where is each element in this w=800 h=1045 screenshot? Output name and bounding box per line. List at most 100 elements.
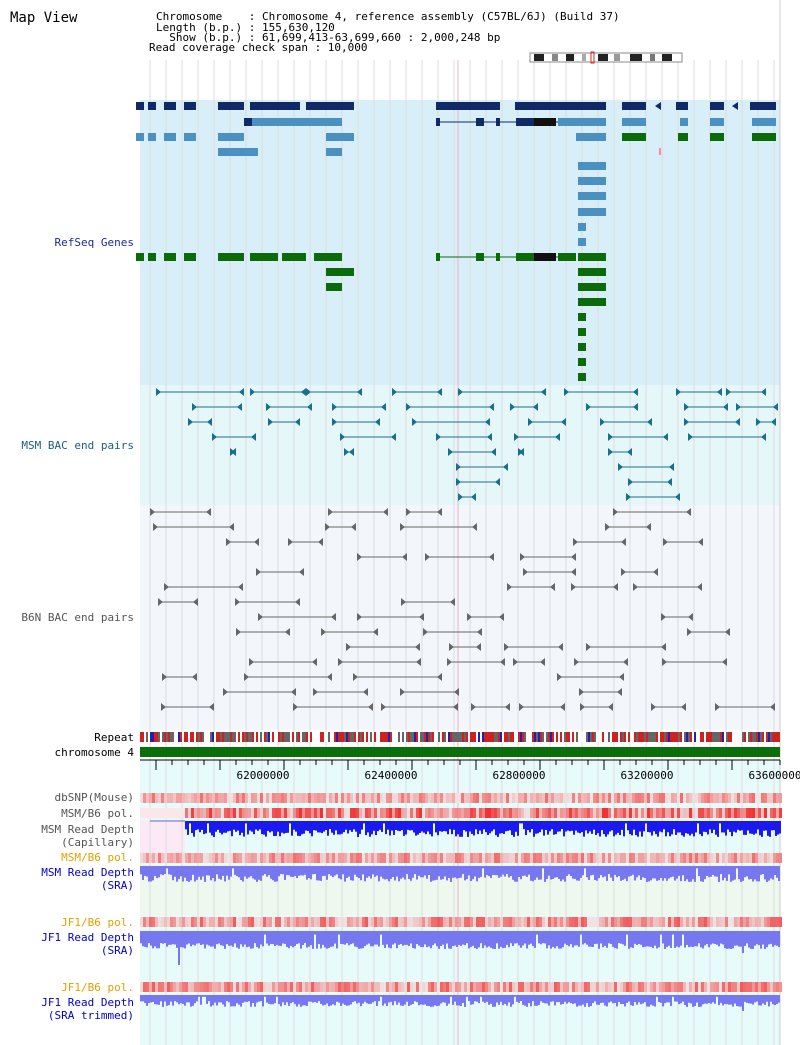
msm-pol-heat [266,808,269,818]
msm-depth-capillary-bar [247,821,249,835]
msm-depth-sra-bar [334,866,336,876]
jf1-pol-heat [479,917,482,927]
msm-bac-pair-end [340,433,345,441]
jf1-depth-trimmed-bar [702,995,704,1005]
jf1-depth-sra-bar [196,931,198,944]
msm-depth-capillary-bar [621,821,623,830]
msm-pol-sra-heat [503,853,506,863]
msm-depth-capillary-bar [219,821,221,833]
jf1-depth-trimmed-bar [438,995,440,1006]
msm-pol-sra-heat [686,853,689,863]
jf1-pol-trimmed-heat [437,982,440,992]
msm-depth-capillary-bar [725,821,727,836]
jf1-depth-trimmed-bar [504,995,506,1004]
msm-depth-capillary-bar [663,821,665,830]
jf1-depth-trimmed-bar [262,995,264,1007]
jf1-depth-trimmed-bar [268,995,270,1004]
msm-depth-sra-bar [426,866,428,879]
msm-pol-sra-heat [350,853,353,863]
msm-depth-capillary-bar [673,821,675,830]
repeat-segment [774,732,776,742]
msm-pol-heat [605,808,608,818]
info-chromosome: Chromosome : Chromosome 4, reference ass… [156,10,620,23]
b6n-bac-pair-end [327,673,332,681]
dbsnp-heat [557,793,560,803]
jf1-pol-trimmed-heat [533,982,536,992]
repeat-segment [406,732,408,742]
msm-pol-sra-heat [776,853,779,863]
repeat-segment [634,732,636,742]
msm-depth-sra-bar [608,866,610,875]
msm-depth-sra-bar [196,866,198,880]
jf1-depth-sra-bar [274,931,276,947]
jf1-depth-sra-bar [560,931,562,949]
msm-depth-sra-bar [600,866,602,876]
jf1-pol-trimmed-heat [671,982,674,992]
msm-bac-pair-end [503,463,508,471]
jf1-pol-heat [362,917,365,927]
msm-depth-sra-bar [442,866,444,880]
jf1-depth-sra-bar [424,931,426,945]
jf1-depth-sra-bar [512,931,514,947]
dbsnp-heat [704,793,707,803]
dbsnp-heat [698,793,701,803]
msm-depth-capillary-bar [553,821,555,835]
jf1-depth-sra-bar [304,931,306,944]
dbsnp-heat [302,793,305,803]
repeat-segment [184,732,186,742]
msm-pol-sra-heat [407,853,410,863]
label-jf1-pol-1: JF1/B6 pol. [61,916,134,929]
msm-pol-heat [713,808,716,818]
jf1-depth-sra-bar [764,931,766,949]
jf1-depth-sra-bar [266,931,268,944]
jf1-pol-trimmed-heat [185,982,188,992]
jf1-pol-trimmed-heat [299,982,302,992]
jf1-depth-trimmed-bar [626,995,628,1003]
b6n-bac-pair-end [223,688,228,696]
dbsnp-heat [407,793,410,803]
msm-pol-heat [548,808,551,818]
jf1-depth-sra-bar [634,931,636,944]
jf1-depth-sra-bar [364,931,366,947]
msm-pol-heat [557,808,560,818]
repeat-segment [458,732,460,742]
jf1-pol-trimmed-heat [326,982,329,992]
jf1-pol-heat [755,917,758,927]
msm-depth-sra-bar [762,866,764,875]
msm-depth-capillary-bar [765,821,767,831]
msm-depth-capillary-bar [585,821,587,831]
msm-pol-heat [341,808,344,818]
msm-depth-capillary-bar [603,821,605,835]
msm-pol-heat [545,808,548,818]
dbsnp-heat [218,793,221,803]
repeat-segment [684,732,686,742]
dbsnp-heat [230,793,233,803]
msm-pol-sra-heat [239,853,242,863]
jf1-pol-heat [245,917,248,927]
msm-depth-sra-bar [296,866,298,879]
jf1-depth-trimmed-bar [372,995,374,1003]
msm-depth-sra-bar [470,866,472,882]
jf1-depth-sra-bar [538,931,540,944]
jf1-depth-sra-bar [234,931,236,944]
repeat-segment [512,732,514,742]
jf1-pol-trimmed-heat [182,982,185,992]
jf1-pol-heat [212,917,215,927]
jf1-depth-trimmed-bar [226,995,228,1002]
jf1-depth-trimmed-bar [520,995,522,1002]
msm-pol-heat [662,808,665,818]
msm-depth-capillary-bar [269,821,271,833]
msm-depth-capillary-bar [771,821,773,831]
msm-pol-heat [764,808,767,818]
jf1-pol-heat [389,917,392,927]
msm-depth-capillary-bar [479,821,481,831]
dbsnp-heat [437,793,440,803]
gene-arrow [186,102,192,110]
b6n-bac-pair-end [437,673,442,681]
jf1-depth-sra-bar [292,931,294,948]
repeat-segment [454,732,456,742]
msm-pol-sra-heat [404,853,407,863]
msm-depth-sra-bar [636,866,638,878]
jf1-depth-sra-bar [542,931,544,944]
